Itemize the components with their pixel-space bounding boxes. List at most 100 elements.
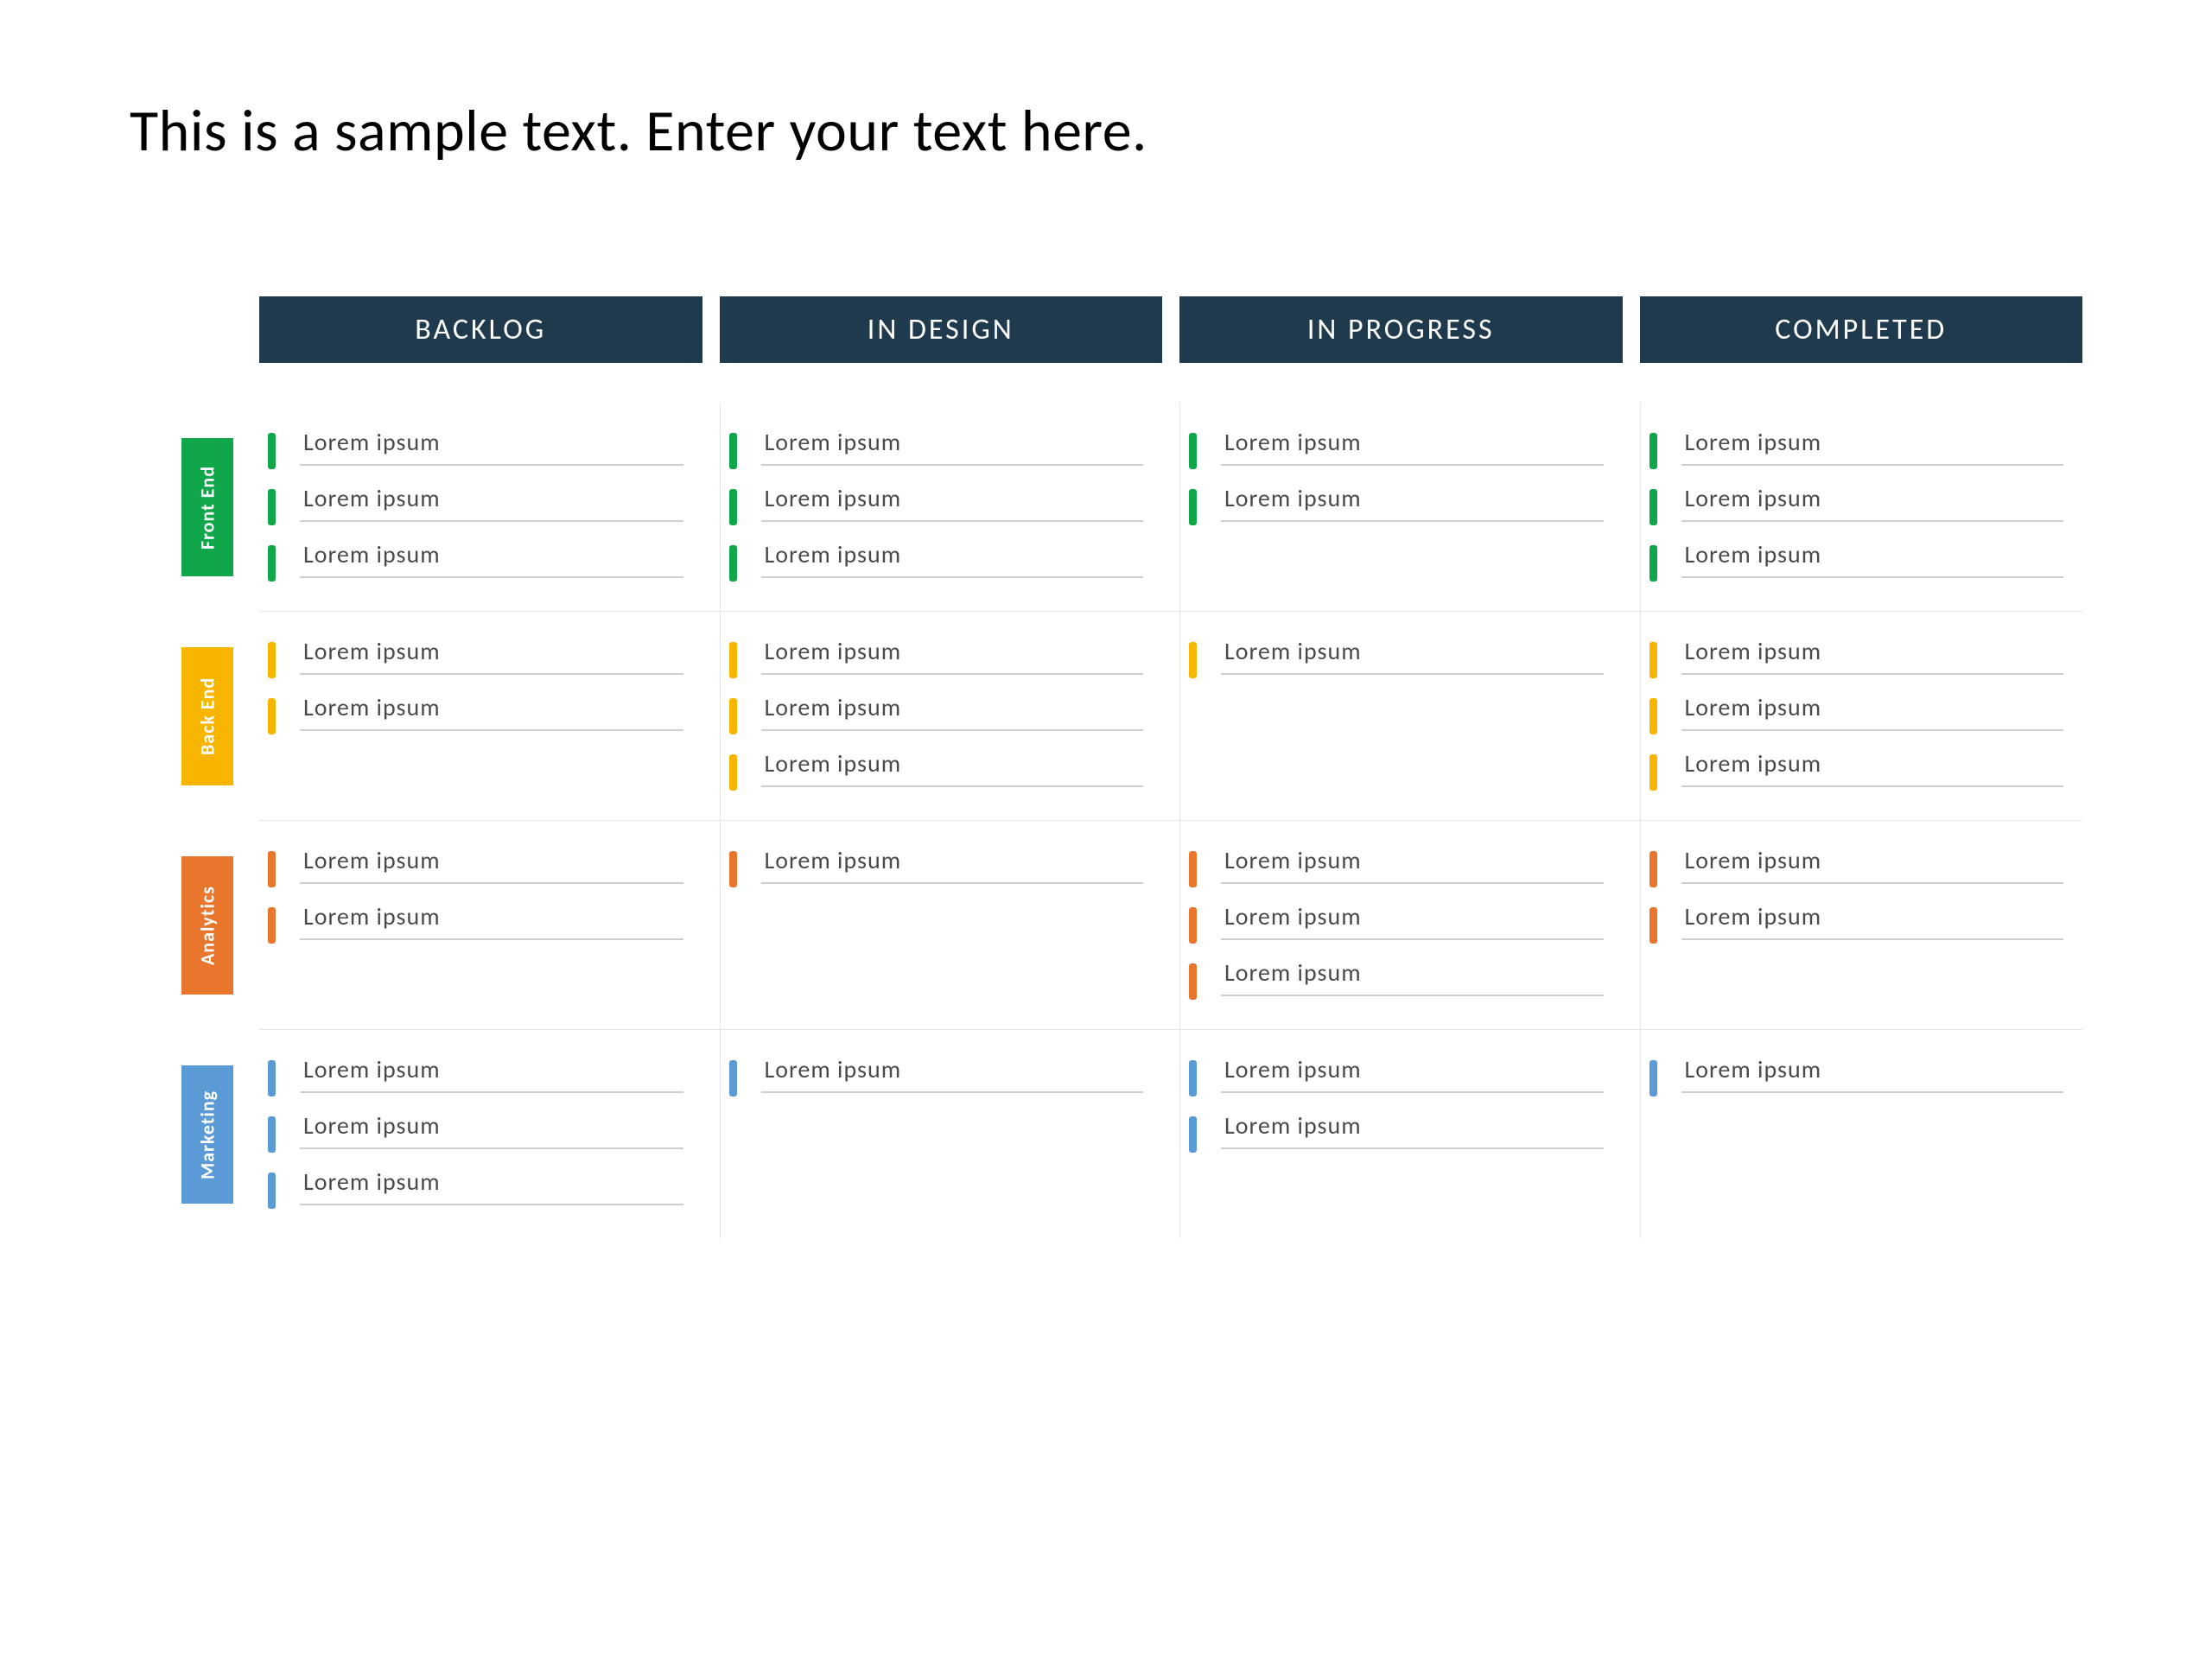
cell-frontend-progress: Lorem ipsum Lorem ipsum (1179, 403, 1623, 611)
task-tick-icon (268, 698, 276, 734)
task-label: Lorem ipsum (300, 427, 683, 466)
kanban-slide: This is a sample text. Enter your text h… (0, 0, 2212, 1659)
cell-backend-backlog: Lorem ipsum Lorem ipsum (259, 612, 702, 820)
task-label: Lorem ipsum (300, 539, 683, 578)
task-label: Lorem ipsum (761, 1054, 1144, 1093)
task-label: Lorem ipsum (1221, 957, 1604, 996)
task-tick-icon (1189, 433, 1197, 469)
task-label: Lorem ipsum (1681, 1054, 2064, 1093)
cell-backend-progress: Lorem ipsum (1179, 612, 1623, 820)
task-label: Lorem ipsum (300, 1166, 683, 1205)
task-tick-icon (1649, 754, 1657, 791)
task-item: Lorem ipsum (1189, 901, 1604, 940)
task-item: Lorem ipsum (268, 1054, 683, 1093)
task-tick-icon (729, 545, 737, 582)
cell-marketing-backlog: Lorem ipsum Lorem ipsum Lorem ipsum (259, 1030, 702, 1238)
task-tick-icon (729, 698, 737, 734)
task-label: Lorem ipsum (1221, 1054, 1604, 1093)
task-tick-icon (268, 642, 276, 678)
task-label: Lorem ipsum (1221, 1110, 1604, 1149)
task-item: Lorem ipsum (729, 692, 1144, 731)
task-tick-icon (268, 1060, 276, 1096)
task-item: Lorem ipsum (729, 636, 1144, 675)
task-label: Lorem ipsum (1681, 539, 2064, 578)
task-tick-icon (729, 851, 737, 887)
task-item: Lorem ipsum (1189, 636, 1604, 675)
task-tick-icon (729, 642, 737, 678)
task-tick-icon (1649, 642, 1657, 678)
task-label: Lorem ipsum (761, 845, 1144, 884)
task-label: Lorem ipsum (300, 483, 683, 522)
task-tick-icon (268, 851, 276, 887)
task-label: Lorem ipsum (761, 539, 1144, 578)
task-label: Lorem ipsum (761, 427, 1144, 466)
cell-frontend-design: Lorem ipsum Lorem ipsum Lorem ipsum (720, 403, 1163, 611)
task-tick-icon (1649, 545, 1657, 582)
task-item: Lorem ipsum (268, 636, 683, 675)
task-label: Lorem ipsum (1221, 845, 1604, 884)
task-item: Lorem ipsum (1649, 483, 2064, 522)
cell-analytics-backlog: Lorem ipsumLorem ipsum (259, 821, 702, 1029)
task-tick-icon (268, 489, 276, 525)
task-label: Lorem ipsum (1681, 748, 2064, 787)
task-item: Lorem ipsum (268, 483, 683, 522)
task-tick-icon (1189, 907, 1197, 944)
task-label: Lorem ipsum (761, 692, 1144, 731)
task-tick-icon (1649, 907, 1657, 944)
row-label-wrap-analytics: Analytics (130, 821, 242, 1029)
task-tick-icon (729, 489, 737, 525)
task-item: Lorem ipsum (729, 427, 1144, 466)
column-header-design: IN DESIGN (720, 296, 1163, 363)
task-item: Lorem ipsum (729, 845, 1144, 884)
task-item: Lorem ipsum (1649, 748, 2064, 787)
task-item: Lorem ipsum (729, 1054, 1144, 1093)
task-item: Lorem ipsum (268, 692, 683, 731)
task-label: Lorem ipsum (300, 1054, 683, 1093)
task-tick-icon (1649, 1060, 1657, 1096)
task-label: Lorem ipsum (1681, 636, 2064, 675)
task-tick-icon (729, 433, 737, 469)
header-corner (130, 296, 242, 363)
task-tick-icon (1649, 851, 1657, 887)
row-label-frontend: Front End (181, 438, 233, 576)
task-item: Lorem ipsum (1189, 427, 1604, 466)
task-item: Lorem ipsum (1649, 845, 2064, 884)
task-label: Lorem ipsum (1221, 483, 1604, 522)
task-label: Lorem ipsum (300, 1110, 683, 1149)
task-tick-icon (1189, 1060, 1197, 1096)
task-item: Lorem ipsum (268, 1166, 683, 1205)
task-tick-icon (268, 1173, 276, 1209)
task-item: Lorem ipsum (1649, 539, 2064, 578)
task-item: Lorem ipsum (1649, 692, 2064, 731)
cell-analytics-progress: Lorem ipsum Lorem ipsum Lorem ipsum (1179, 821, 1623, 1029)
task-item: Lorem ipsum (268, 427, 683, 466)
task-label: Lorem ipsum (1681, 427, 2064, 466)
task-label: Lorem ipsum (1681, 845, 2064, 884)
task-item: Lorem ipsum (729, 483, 1144, 522)
cell-marketing-progress: Lorem ipsum Lorem ipsum (1179, 1030, 1623, 1238)
task-label: Lorem ipsum (1681, 692, 2064, 731)
task-tick-icon (1649, 698, 1657, 734)
task-tick-icon (729, 754, 737, 791)
header-spacer (130, 363, 2082, 403)
task-label: Lorem ipsum (761, 748, 1144, 787)
row-label-backend: Back End (181, 647, 233, 785)
task-tick-icon (1189, 963, 1197, 1000)
kanban-board: BACKLOGIN DESIGNIN PROGRESSCOMPLETEDFron… (130, 296, 2082, 1238)
task-item: Lorem ipsum (1649, 901, 2064, 940)
cell-marketing-design: Lorem ipsum (720, 1030, 1163, 1238)
task-item: Lorem ipsum (1189, 1054, 1604, 1093)
task-item: Lorem ipsum (268, 1110, 683, 1149)
task-item: Lorem ipsum (1189, 957, 1604, 996)
cell-analytics-design: Lorem ipsum (720, 821, 1163, 1029)
task-tick-icon (268, 1116, 276, 1153)
task-tick-icon (1649, 489, 1657, 525)
task-tick-icon (1189, 851, 1197, 887)
task-item: Lorem ipsum (1649, 636, 2064, 675)
task-label: Lorem ipsum (1221, 636, 1604, 675)
column-header-progress: IN PROGRESS (1179, 296, 1623, 363)
task-item: Lorem ipsum (268, 901, 683, 940)
task-tick-icon (1189, 642, 1197, 678)
cell-backend-completed: Lorem ipsum Lorem ipsum Lorem ipsum (1640, 612, 2083, 820)
task-tick-icon (268, 433, 276, 469)
